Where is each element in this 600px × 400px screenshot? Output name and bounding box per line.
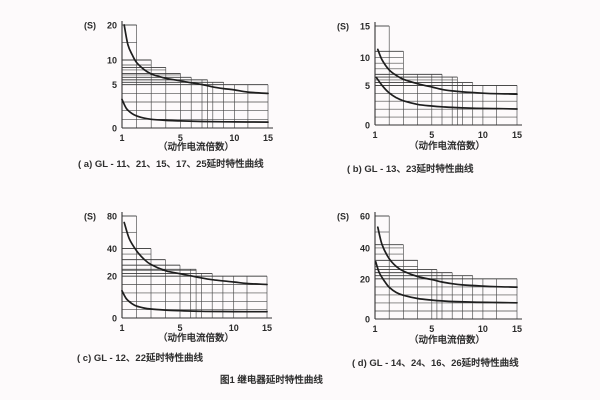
y-tick-label: 10 [360, 53, 370, 63]
lower-curve [121, 289, 268, 313]
y-tick-label: 5 [365, 81, 370, 91]
y-tick-label: 20 [107, 272, 117, 282]
x-tick-label: 15 [512, 324, 522, 334]
y-unit-label: (S) [84, 212, 96, 222]
y-tick-label: 40 [360, 243, 370, 253]
lower-curve [374, 260, 518, 304]
upper-curve [123, 24, 269, 95]
y-tick-label: 40 [107, 244, 117, 254]
y-tick-label: 0 [365, 315, 370, 325]
x-tick-label: 10 [478, 130, 488, 140]
y-tick-label: 15 [360, 22, 370, 32]
lower-curve [121, 98, 269, 123]
x-tick-label: 5 [177, 323, 182, 333]
chart-a-xaxis-label: （动作电流倍数） [157, 142, 235, 153]
y-tick-label: 0 [112, 314, 117, 324]
figure-title: 图1 继电器延时特性曲线 [220, 375, 323, 386]
y-tick-label: 0 [112, 124, 117, 134]
x-tick-label: 1 [119, 323, 124, 333]
chart-c-xaxis-label: （动作电流倍数） [157, 333, 235, 344]
x-tick-label: 10 [478, 324, 488, 334]
y-tick-label: 10 [107, 56, 117, 66]
upper-curve [376, 48, 518, 95]
x-tick-label: 1 [372, 130, 377, 140]
x-tick-label: 10 [229, 133, 239, 143]
chart-c-caption: ( c) GL - 12、22延时特性曲线 [77, 353, 203, 364]
y-unit-label: (S) [337, 22, 349, 32]
y-tick-label: 0 [365, 121, 370, 131]
chart-d-caption: ( d) GL - 14、24、16、26延时特性曲线 [352, 358, 519, 369]
x-tick-label: 5 [429, 324, 434, 334]
y-tick-label: 60 [360, 212, 370, 222]
y-tick-label: 20 [360, 274, 370, 284]
chart-b-xaxis-label: （动作电流倍数） [408, 141, 486, 152]
x-tick-label: 1 [119, 133, 124, 143]
chart-b-caption: ( b) GL - 13、23延时特性曲线 [347, 164, 474, 175]
y-tick-label: 80 [107, 212, 117, 222]
chart-a-caption: ( a) GL - 11、21、15、17、25延时特性曲线 [78, 159, 264, 170]
x-tick-label: 1 [372, 324, 377, 334]
y-tick-label: 5 [112, 80, 117, 90]
upper-curve [123, 221, 268, 286]
y-unit-label: (S) [337, 212, 349, 222]
chart-d-xaxis-label: （动作电流倍数） [408, 335, 486, 346]
x-tick-label: 15 [512, 130, 522, 140]
lower-curve [375, 76, 518, 110]
upper-curve [376, 226, 518, 288]
x-tick-label: 5 [429, 130, 434, 140]
y-tick-label: 20 [107, 21, 117, 31]
x-tick-label: 10 [229, 323, 239, 333]
y-unit-label: (S) [84, 21, 96, 31]
x-tick-label: 15 [262, 323, 272, 333]
x-tick-label: 5 [178, 133, 183, 143]
x-tick-label: 15 [263, 133, 273, 143]
